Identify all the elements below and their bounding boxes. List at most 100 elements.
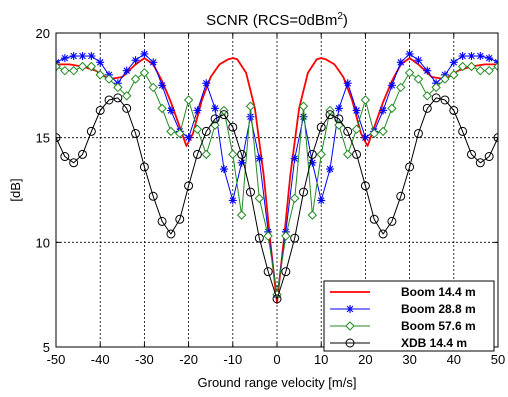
- data-point: [484, 65, 494, 76]
- data-point: [157, 216, 167, 226]
- data-point: [228, 149, 238, 160]
- legend: Boom 14.4 m Boom 28.8 m Boom 57.6 m XDB 14.…: [323, 280, 495, 352]
- data-point: [130, 74, 141, 84]
- data-point: [95, 105, 105, 115]
- data-point: [56, 61, 61, 72]
- data-point: [210, 114, 220, 124]
- data-point: [113, 82, 123, 93]
- data-point: [352, 149, 362, 159]
- data-point: [192, 149, 202, 159]
- data-point: [175, 214, 185, 224]
- data-point: [369, 128, 379, 139]
- y-tick-label: 20: [36, 26, 50, 41]
- data-point: [316, 122, 326, 132]
- x-tick-label: -40: [91, 352, 110, 367]
- data-point: [148, 191, 158, 201]
- data-point: [422, 91, 432, 101]
- plot-frame: [55, 32, 499, 348]
- data-point: [69, 52, 78, 61]
- x-tick-label: 30: [402, 352, 416, 367]
- x-tick-label: 50: [491, 352, 505, 367]
- chart-title: SCNR (RCS=0dBm2): [206, 11, 348, 29]
- data-point: [387, 216, 397, 226]
- data-point: [245, 187, 255, 197]
- data-point: [307, 210, 318, 220]
- chart-title-suffix: ): [343, 12, 348, 29]
- data-point: [201, 149, 211, 160]
- series-line: [56, 97, 498, 300]
- data-point: [405, 162, 415, 172]
- legend-marker: [345, 321, 355, 331]
- data-point: [228, 196, 237, 205]
- x-tick-label: 20: [358, 352, 372, 367]
- data-point: [68, 65, 79, 76]
- data-point: [263, 267, 273, 277]
- data-point: [351, 124, 362, 135]
- data-point: [166, 106, 175, 115]
- legend-marker: [346, 305, 354, 313]
- data-point: [87, 52, 96, 61]
- chart-title-main: SCNR (RCS=0dBm: [206, 12, 337, 29]
- data-point: [183, 95, 194, 105]
- data-point: [255, 154, 264, 163]
- data-point: [148, 82, 158, 93]
- series-layer: [56, 49, 498, 304]
- data-point: [440, 95, 450, 105]
- data-point: [158, 81, 167, 90]
- data-point: [378, 229, 388, 239]
- data-point: [210, 120, 220, 130]
- data-point: [122, 103, 132, 113]
- data-point: [316, 149, 326, 160]
- data-point: [431, 82, 441, 93]
- data-point: [334, 104, 343, 113]
- x-tick-label: 40: [447, 352, 461, 367]
- data-point: [387, 103, 397, 114]
- data-point: [334, 114, 344, 124]
- data-point: [192, 124, 203, 135]
- data-point: [175, 128, 185, 139]
- legend-entry: XDB 14.4 m: [330, 336, 467, 350]
- data-point: [202, 79, 211, 88]
- data-point: [184, 181, 194, 191]
- legend-entry: Boom 57.6 m: [330, 319, 476, 333]
- data-point: [476, 52, 485, 61]
- legend-entry: Boom 14.4 m: [330, 285, 476, 299]
- legend-entry: Boom 28.8 m: [330, 302, 476, 316]
- data-point: [361, 133, 370, 142]
- y-tick-label: 5: [43, 340, 50, 355]
- data-point: [56, 133, 61, 143]
- data-point: [467, 52, 476, 61]
- data-point: [290, 233, 300, 243]
- data-point: [475, 65, 486, 76]
- data-point: [254, 233, 264, 243]
- data-point: [413, 74, 424, 84]
- data-point: [466, 149, 476, 159]
- data-point: [343, 126, 353, 136]
- legend-label: Boom 57.6 m: [401, 319, 476, 333]
- data-point: [60, 54, 69, 63]
- data-point: [396, 82, 406, 93]
- data-point: [298, 101, 309, 111]
- y-tick-label: 15: [36, 131, 50, 146]
- data-point: [245, 101, 256, 111]
- data-point: [360, 181, 370, 191]
- x-axis-label: Ground range velocity [m/s]: [198, 375, 357, 390]
- data-point: [299, 112, 308, 121]
- data-point: [219, 110, 229, 120]
- series-4: [56, 93, 498, 304]
- data-point: [325, 110, 335, 120]
- data-point: [326, 165, 335, 174]
- x-tick-label: -50: [47, 352, 66, 367]
- data-point: [131, 128, 141, 138]
- y-axis-label: [dB]: [8, 178, 23, 201]
- data-point: [149, 58, 158, 67]
- x-tick-label: -10: [223, 352, 242, 367]
- data-point: [289, 193, 300, 204]
- data-point: [157, 103, 167, 114]
- data-point: [96, 58, 105, 67]
- data-point: [404, 68, 415, 78]
- data-point: [396, 58, 405, 67]
- data-point: [86, 126, 96, 136]
- legend-marker: [345, 338, 355, 348]
